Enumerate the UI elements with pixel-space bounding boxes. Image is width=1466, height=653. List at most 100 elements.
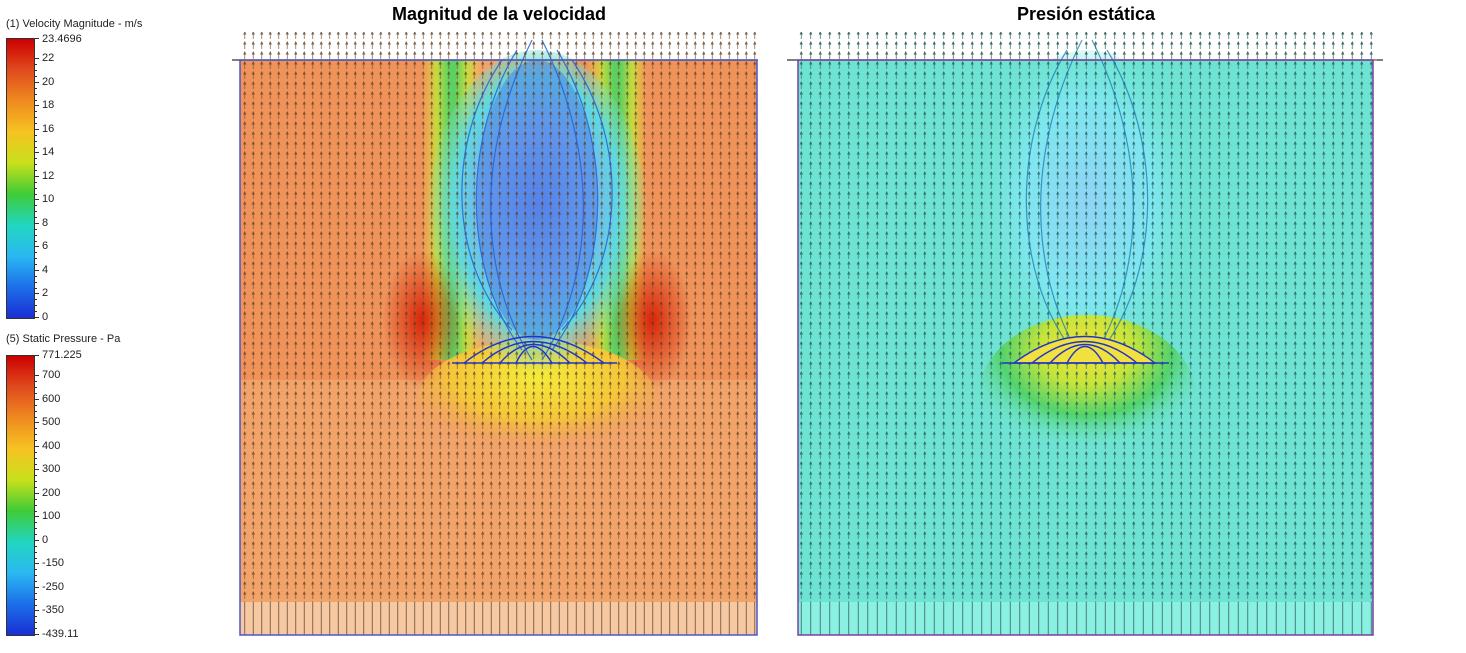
velocity-minor-tick: [34, 299, 37, 300]
pressure-minor-tick: [34, 499, 37, 500]
velocity-colorbar: [6, 38, 35, 319]
velocity-minor-tick: [34, 252, 37, 253]
velocity-major-tick: [34, 293, 39, 294]
velocity-minor-tick: [34, 305, 37, 306]
pressure-major-tick: [34, 563, 39, 564]
pressure-tick-label: -250: [42, 581, 65, 593]
pressure-tick-label: 400: [42, 440, 61, 452]
velocity-panel-title: Magnitud de la velocidad: [391, 4, 607, 24]
pressure-minor-tick: [34, 487, 37, 488]
pressure-minor-tick: [34, 393, 37, 394]
velocity-minor-tick: [34, 64, 37, 65]
pressure-minor-tick: [34, 616, 37, 617]
velocity-minor-tick: [34, 258, 37, 259]
pressure-minor-tick: [34, 534, 37, 535]
velocity-minor-tick: [34, 264, 37, 265]
pressure-minor-tick: [34, 528, 37, 529]
velocity-major-tick: [34, 246, 39, 247]
velocity-tick-label: 16: [42, 123, 55, 135]
velocity-minor-tick: [34, 111, 37, 112]
pressure-minor-tick: [34, 599, 37, 600]
pressure-tick-label: -439.11: [42, 628, 79, 640]
pressure-minor-tick: [34, 558, 37, 559]
pressure-minor-tick: [34, 458, 37, 459]
pressure-major-tick: [34, 375, 39, 376]
velocity-minor-tick: [34, 70, 37, 71]
pressure-minor-tick: [34, 569, 37, 570]
velocity-major-tick: [34, 223, 39, 224]
pressure-tick-label: 0: [42, 534, 49, 546]
pressure-major-tick: [34, 587, 39, 588]
velocity-minor-tick: [34, 76, 37, 77]
pressure-major-tick: [34, 446, 39, 447]
pressure-minor-tick: [34, 593, 37, 594]
pressure-minor-tick: [34, 381, 37, 382]
velocity-field-plot: [232, 32, 758, 636]
velocity-minor-tick: [34, 229, 37, 230]
pressure-max-label: 771.225: [42, 349, 82, 361]
pressure-minor-tick: [34, 622, 37, 623]
pressure-minor-tick: [34, 505, 37, 506]
pressure-minor-tick: [34, 440, 37, 441]
pressure-max-tick: [34, 355, 39, 356]
pressure-minor-tick: [34, 434, 37, 435]
pressure-major-tick: [34, 469, 39, 470]
pressure-minor-tick: [34, 552, 37, 553]
velocity-minor-tick: [34, 182, 37, 183]
velocity-tick-label: 10: [42, 193, 55, 205]
pressure-minor-tick: [34, 546, 37, 547]
velocity-minor-tick: [34, 235, 37, 236]
pressure-minor-tick: [34, 464, 37, 465]
velocity-max-label: 23.4696: [42, 33, 82, 45]
pressure-panel-title: Presión estática: [1016, 4, 1156, 24]
pressure-tick-label: 300: [42, 463, 61, 475]
velocity-major-tick: [34, 82, 39, 83]
pressure-minor-tick: [34, 387, 37, 388]
pressure-major-tick: [34, 516, 39, 517]
velocity-minor-tick: [34, 100, 37, 101]
pressure-minor-tick: [34, 405, 37, 406]
pressure-tick-label: 600: [42, 393, 61, 405]
pressure-tick-label: -150: [42, 557, 65, 569]
velocity-minor-tick: [34, 135, 37, 136]
velocity-major-tick: [34, 176, 39, 177]
velocity-minor-tick: [34, 123, 37, 124]
pressure-tick-label: 500: [42, 416, 61, 428]
velocity-tick-label: 4: [42, 264, 49, 276]
pressure-minor-tick: [34, 452, 37, 453]
velocity-major-tick: [34, 58, 39, 59]
pressure-major-tick: [34, 540, 39, 541]
velocity-minor-tick: [34, 282, 37, 283]
velocity-minor-tick: [34, 217, 37, 218]
velocity-minor-tick: [34, 141, 37, 142]
velocity-minor-tick: [34, 164, 37, 165]
velocity-tick-label: 18: [42, 99, 55, 111]
velocity-major-tick: [34, 199, 39, 200]
velocity-hull: [452, 335, 617, 364]
pressure-minor-tick: [34, 411, 37, 412]
velocity-major-tick: [34, 270, 39, 271]
pressure-minor-tick: [34, 581, 37, 582]
velocity-tick-label: 20: [42, 76, 55, 88]
pressure-minor-tick: [34, 481, 37, 482]
velocity-tick-label: 14: [42, 146, 55, 158]
velocity-minor-tick: [34, 88, 37, 89]
velocity-minor-tick: [34, 170, 37, 171]
pressure-tick-label: -350: [42, 604, 65, 616]
velocity-minor-tick: [34, 288, 37, 289]
velocity-minor-tick: [34, 211, 37, 212]
velocity-tick-label: 2: [42, 287, 49, 299]
pressure-colorbar: [6, 355, 35, 636]
pressure-hull: [1002, 335, 1169, 364]
velocity-minor-tick: [34, 276, 37, 277]
pressure-major-tick: [34, 399, 39, 400]
pressure-minor-tick: [34, 605, 37, 606]
velocity-major-tick: [34, 105, 39, 106]
velocity-minor-tick: [34, 311, 37, 312]
velocity-legend-title: (1) Velocity Magnitude - m/s: [6, 18, 143, 30]
pressure-major-tick: [34, 634, 39, 635]
velocity-major-tick: [34, 129, 39, 130]
velocity-major-tick: [34, 152, 39, 153]
pressure-major-tick: [34, 493, 39, 494]
pressure-minor-tick: [34, 522, 37, 523]
